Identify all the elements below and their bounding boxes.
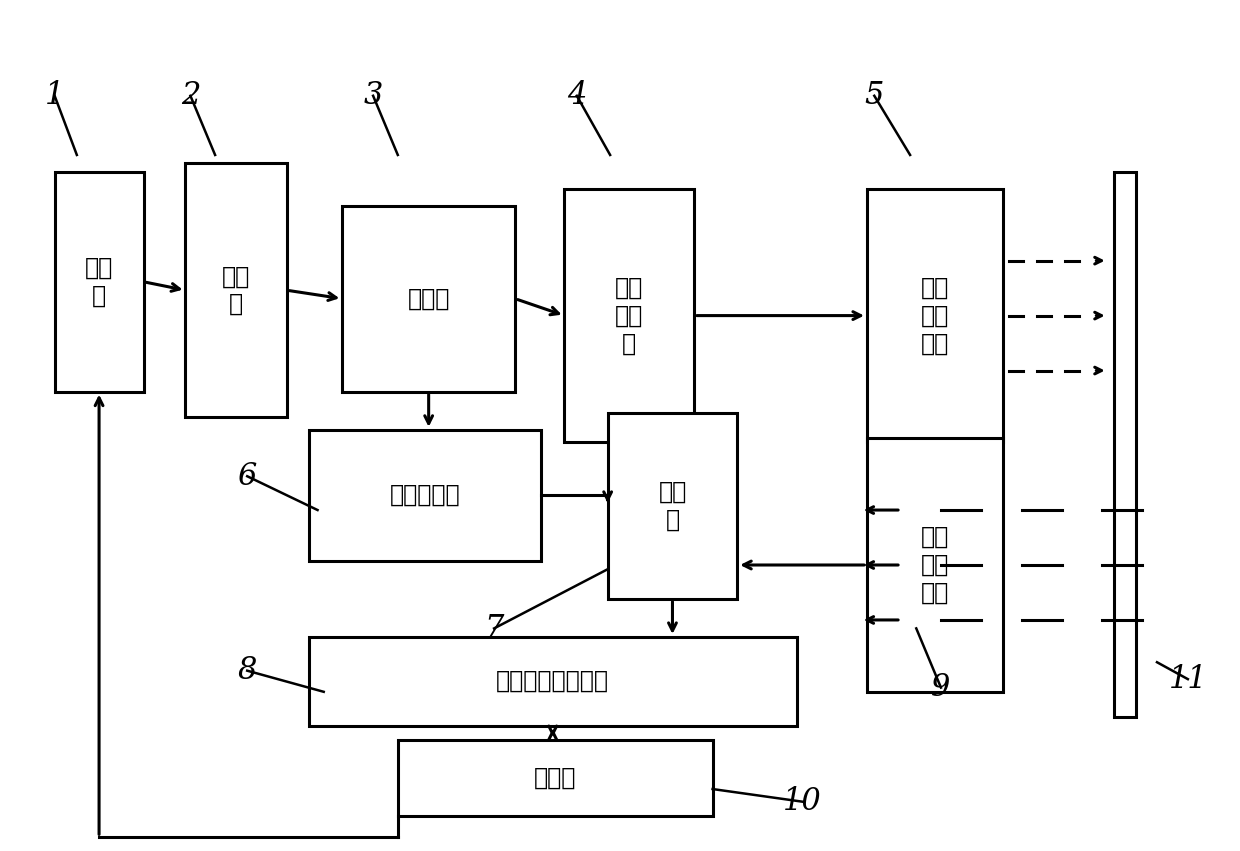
Bar — [867, 189, 1003, 443]
Text: 5: 5 — [864, 80, 884, 111]
Text: 处理器: 处理器 — [534, 766, 577, 790]
Text: 扩束
镜组
一: 扩束 镜组 一 — [615, 276, 644, 356]
Text: 3: 3 — [363, 80, 383, 111]
Bar — [867, 438, 1003, 692]
Bar — [309, 637, 796, 726]
Text: 8: 8 — [238, 655, 257, 686]
Bar — [1114, 172, 1136, 717]
Text: 11: 11 — [1168, 664, 1208, 694]
Text: 2: 2 — [181, 80, 200, 111]
Text: 4: 4 — [567, 80, 587, 111]
Text: 光路
接收
组件: 光路 接收 组件 — [920, 525, 949, 605]
Text: 1: 1 — [45, 80, 64, 111]
Bar — [608, 413, 738, 599]
Text: 6: 6 — [238, 460, 257, 492]
Text: 10: 10 — [784, 786, 822, 817]
Bar — [55, 172, 144, 391]
Text: 扩束镜组二: 扩束镜组二 — [389, 483, 460, 507]
Text: 9: 9 — [931, 672, 951, 703]
Text: 调制
器: 调制 器 — [84, 256, 113, 308]
Text: 分束器: 分束器 — [408, 287, 450, 311]
Text: 激光
器: 激光 器 — [222, 265, 250, 316]
Bar — [186, 163, 286, 417]
Bar — [398, 740, 713, 816]
Text: 光路
发射
组件: 光路 发射 组件 — [920, 276, 949, 356]
Text: 焦平面阵列探测器: 焦平面阵列探测器 — [496, 669, 609, 694]
Text: 7: 7 — [485, 613, 503, 644]
Bar — [309, 430, 541, 561]
Bar — [342, 206, 515, 391]
Text: 合束
器: 合束 器 — [658, 480, 687, 532]
Bar — [564, 189, 694, 443]
